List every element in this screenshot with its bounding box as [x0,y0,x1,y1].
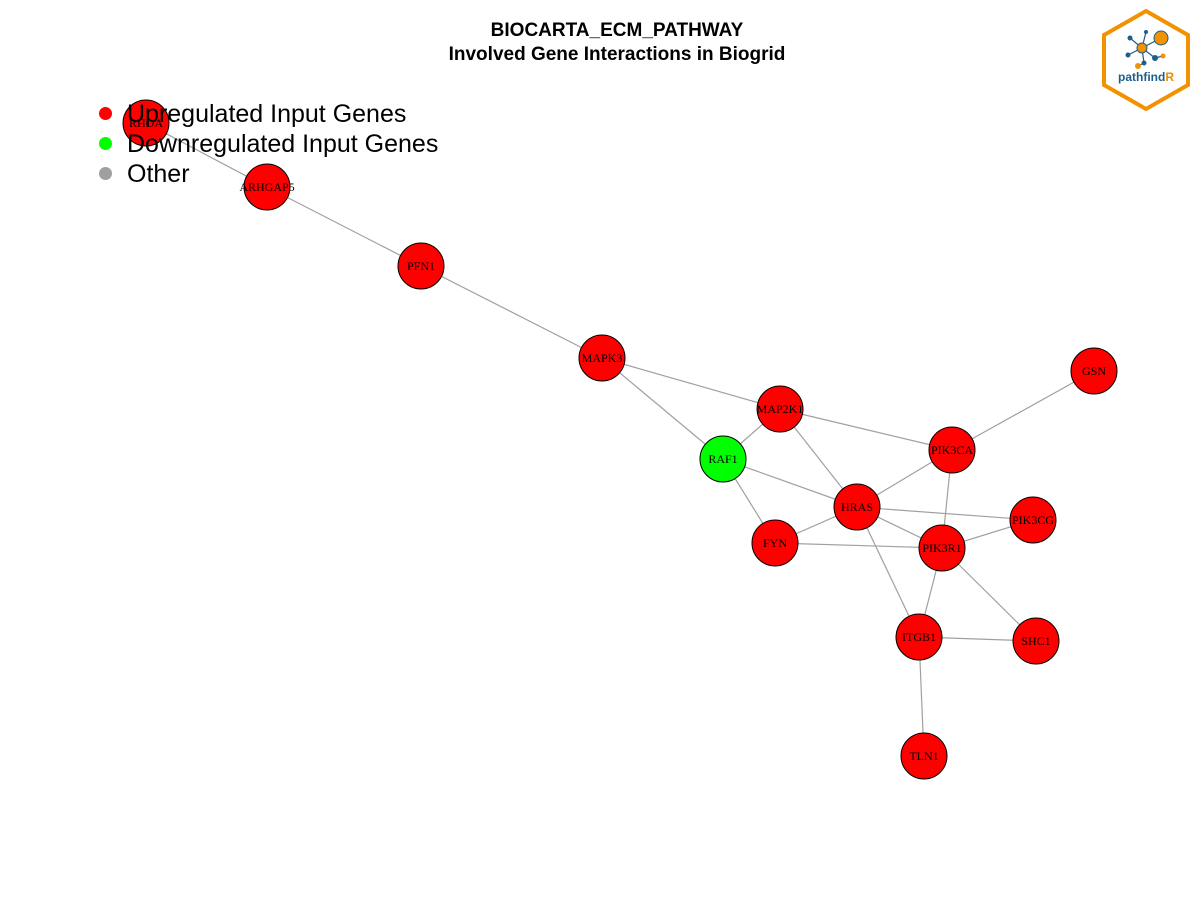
node-circle [1070,347,1118,395]
node-label: GSN [1082,364,1106,378]
edge-arhgap5-pfn1 [266,186,422,267]
node-mapk3: MAPK3 [578,334,626,382]
node-gsn: GSN [1070,347,1118,395]
edge-mapk3-map2k1 [601,357,781,410]
node-circle [833,483,881,531]
edge-raf1-hras [722,458,858,508]
node-circle [918,524,966,572]
other-dot-icon [99,167,112,180]
node-circle [895,613,943,661]
node-label: FYN [763,536,787,550]
legend-label: Upregulated Input Genes [127,100,407,128]
chart-subtitle: Involved Gene Interactions in Biogrid [448,44,786,65]
node-circle [122,99,170,147]
node-circle [900,732,948,780]
edge-mapk3-raf1 [601,357,724,460]
node-pfn1: PFN1 [397,242,445,290]
node-circle [751,519,799,567]
node-circle [699,435,747,483]
node-fyn: FYN [751,519,799,567]
node-pik3cg: PIK3CG [1009,496,1057,544]
node-raf1: RAF1 [699,435,747,483]
upregulated-dot-icon [99,107,112,120]
node-itgb1: ITGB1 [895,613,943,661]
downregulated-dot-icon [99,137,112,150]
legend-label: Downregulated Input Genes [127,130,439,158]
node-rhoa: RHOA [122,99,170,147]
edge-hras-pik3cg [856,506,1034,521]
node-label: ITGB1 [902,630,936,644]
node-label: ARHGAP5 [239,180,294,194]
chart-title: BIOCARTA_ECM_PATHWAY [490,20,744,41]
node-layer: RHOA ARHGAP5 PFN1 MAPK3 MAP2K1 RAF1 PIK3CA GSN H… [122,99,1118,780]
pathfindr-logo: pathfindR [1100,8,1192,112]
node-label: TLN1 [909,749,938,763]
node-circle [1009,496,1057,544]
edge-gsn-pik3ca [951,370,1095,451]
node-tln1: TLN1 [900,732,948,780]
logo-text-accent: R [1165,70,1174,84]
node-map2k1: MAP2K1 [756,385,804,433]
node-label: PIK3CG [1012,513,1054,527]
edge-map2k1-pik3ca [779,408,953,451]
node-circle [397,242,445,290]
node-circle [928,426,976,474]
node-label: PIK3CA [931,443,973,457]
node-pik3r1: PIK3R1 [918,524,966,572]
node-label: HRAS [841,500,873,514]
node-circle [1012,617,1060,665]
node-arhgap5: ARHGAP5 [239,163,295,211]
node-label: SHC1 [1021,634,1050,648]
node-label: RAF1 [708,452,737,466]
node-label: PIK3R1 [922,541,961,555]
node-label: MAPK3 [582,351,623,365]
node-hras: HRAS [833,483,881,531]
edge-hras-itgb1 [856,506,920,638]
node-label: RHOA [129,116,163,130]
node-label: PFN1 [407,259,435,273]
legend-label: Other [127,160,190,188]
node-circle [243,163,291,211]
node-label: MAP2K1 [757,402,804,416]
edge-pfn1-mapk3 [420,265,603,359]
node-shc1: SHC1 [1012,617,1060,665]
edge-fyn-pik3r1 [774,542,943,549]
hexagon-network-icon [1102,8,1190,112]
node-circle [578,334,626,382]
node-circle [756,385,804,433]
logo-text-main: pathfind [1118,70,1166,84]
node-pik3ca: PIK3CA [928,426,976,474]
